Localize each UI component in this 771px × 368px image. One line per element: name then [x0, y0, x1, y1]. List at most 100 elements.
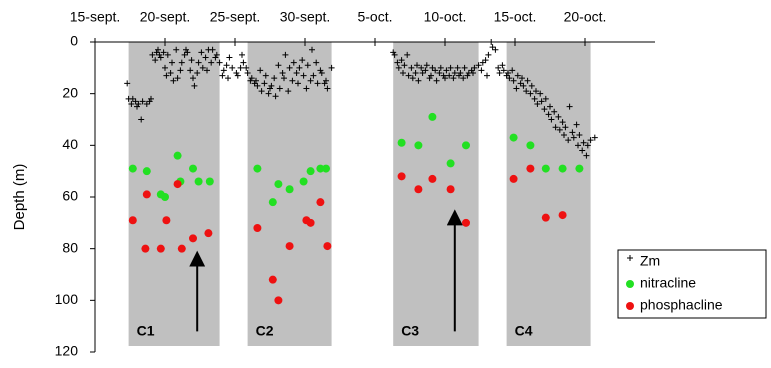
point: [428, 112, 437, 121]
point: [289, 77, 296, 84]
point: [457, 70, 464, 76]
point: [415, 77, 422, 84]
point: [591, 134, 598, 141]
point: [514, 72, 521, 79]
point: [541, 164, 550, 173]
legend-label: phosphacline: [640, 297, 723, 313]
point: [447, 64, 454, 71]
point: [545, 111, 552, 118]
point: [177, 244, 186, 253]
point: [124, 80, 131, 87]
point: [538, 98, 545, 105]
point: [181, 51, 188, 58]
point: [267, 85, 273, 92]
point: [304, 62, 311, 69]
point: [432, 67, 439, 74]
point: [216, 59, 223, 66]
point: [573, 121, 580, 128]
point: [189, 234, 197, 243]
point: [240, 59, 247, 66]
point: [412, 70, 419, 76]
point: [460, 75, 467, 82]
point: [275, 62, 282, 69]
point: [401, 62, 408, 69]
point: [485, 51, 492, 58]
x-tick-label: 20-sept.: [140, 9, 191, 25]
point: [509, 67, 516, 74]
point: [323, 77, 329, 84]
point: [220, 67, 227, 74]
point: [209, 46, 216, 53]
point: [178, 59, 185, 66]
point: [526, 164, 535, 173]
x-tick-label: 20-oct.: [564, 9, 607, 25]
point: [583, 152, 590, 159]
point: [450, 75, 457, 82]
y-tick-label: 80: [62, 239, 78, 255]
point: [149, 51, 156, 58]
point: [558, 211, 567, 220]
point: [205, 177, 214, 186]
point: [464, 72, 471, 79]
point: [534, 101, 541, 107]
point: [537, 90, 544, 97]
point: [164, 51, 171, 58]
point: [446, 72, 453, 79]
point: [440, 72, 447, 79]
point: [281, 75, 287, 82]
point: [542, 95, 549, 102]
station-label: C4: [515, 323, 533, 339]
point: [548, 116, 555, 123]
point: [225, 75, 231, 82]
point: [155, 46, 161, 53]
y-tick-label: 0: [70, 33, 78, 49]
point: [261, 80, 268, 87]
point: [562, 124, 569, 131]
point: [167, 70, 174, 76]
point: [414, 185, 423, 194]
point: [162, 216, 171, 225]
point: [161, 193, 169, 201]
point: [162, 64, 168, 71]
point: [506, 75, 513, 82]
point: [184, 49, 191, 56]
point: [299, 177, 308, 186]
point: [471, 64, 478, 71]
point: [313, 59, 320, 66]
point: [282, 51, 289, 58]
point: [587, 137, 594, 144]
point: [173, 46, 180, 53]
point: [248, 75, 255, 82]
point: [163, 72, 170, 79]
point: [152, 57, 159, 64]
point: [276, 85, 283, 92]
point: [580, 139, 587, 146]
point: [194, 177, 203, 186]
point: [482, 57, 489, 64]
point: [169, 59, 175, 66]
point: [520, 82, 527, 89]
point: [141, 244, 150, 253]
station-label: C1: [137, 323, 155, 339]
x-tick-label: 5-oct.: [357, 9, 392, 25]
y-tick-label: 120: [55, 343, 79, 359]
point: [551, 108, 558, 115]
y-tick-label: 60: [62, 188, 78, 204]
x-tick-label: 30-sept.: [280, 9, 331, 25]
point: [461, 64, 468, 71]
point: [316, 164, 325, 173]
station-label: C2: [256, 323, 274, 339]
point: [253, 164, 262, 173]
point: [300, 72, 307, 79]
point: [524, 77, 531, 84]
point: [428, 72, 434, 79]
point: [454, 64, 461, 71]
point: [156, 244, 165, 253]
point: [570, 134, 577, 141]
point: [409, 75, 416, 82]
point: [584, 142, 591, 149]
point: [575, 164, 584, 173]
point: [268, 82, 275, 89]
y-tick-label: 40: [62, 136, 78, 152]
point: [316, 198, 325, 207]
